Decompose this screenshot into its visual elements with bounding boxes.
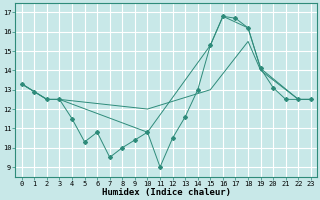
X-axis label: Humidex (Indice chaleur): Humidex (Indice chaleur) [102,188,231,197]
